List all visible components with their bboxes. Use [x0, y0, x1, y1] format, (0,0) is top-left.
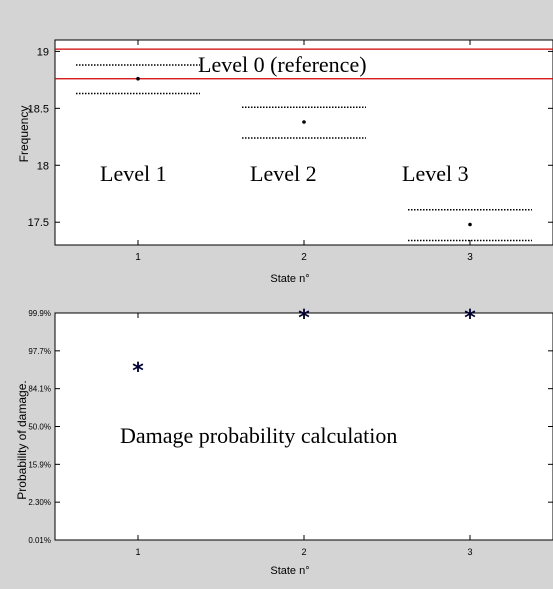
probability-y-tick-label-3: 50.0% [28, 423, 51, 432]
probability-x-tick-label-3: 3 [467, 547, 472, 557]
annotation-level-3: Level 3 [402, 161, 469, 186]
probability-chart: * * * 1 2 3 0.01% 2.30% 15.9% 50.0% 84.1% 97.7% 99.… [15, 306, 553, 577]
frequency-ticks: 1 2 3 17.5 18 18.5 19 [28, 40, 553, 263]
frequency-point-state-1 [136, 76, 140, 81]
probability-axes [54, 312, 553, 541]
probability-marks: * * * [132, 306, 476, 384]
frequency-x-tick-label-1: 1 [135, 252, 141, 263]
frequency-axes [54, 39, 553, 246]
annotation-level-1: Level 1 [100, 161, 167, 186]
frequency-x-tick-label-3: 3 [467, 252, 473, 263]
probability-x-label: State n° [270, 565, 309, 577]
probability-y-tick-label-1: 2.30% [28, 498, 51, 507]
probability-ticks: 1 2 3 0.01% 2.30% 15.9% 50.0% 84.1% 97.7% 99.9% [28, 309, 553, 557]
probability-point-state-1: * [132, 359, 144, 384]
annotation-damage-probability: Damage probability calculation [120, 423, 397, 448]
frequency-x-label: State n° [270, 273, 309, 285]
probability-x-tick-label-1: 1 [135, 547, 140, 557]
probability-y-tick-label-0: 0.01% [28, 536, 51, 545]
probability-x-tick-label-2: 2 [301, 547, 306, 557]
probability-y-label: Probability of damage. [15, 380, 29, 499]
probability-point-state-2: * [298, 306, 310, 331]
probability-y-tick-label-4: 84.1% [28, 385, 51, 394]
frequency-y-tick-label-18: 18 [37, 160, 49, 172]
probability-point-state-3: * [464, 306, 476, 331]
frequency-y-tick-label-19: 19 [37, 46, 49, 58]
frequency-y-tick-label-18.5: 18.5 [28, 103, 49, 115]
probability-y-tick-label-2: 15.9% [28, 460, 51, 469]
frequency-y-label: Frequency [17, 106, 31, 163]
annotation-level-2: Level 2 [250, 161, 317, 186]
frequency-marks [76, 64, 532, 242]
frequency-y-tick-label-17.5: 17.5 [28, 217, 49, 229]
frequency-point-state-2 [302, 120, 306, 124]
annotation-level-0: Level 0 (reference) [198, 52, 367, 77]
frequency-chart: 1 2 3 17.5 18 18.5 19 Level 0 (reference) Leve… [17, 39, 553, 285]
probability-y-tick-label-5: 97.7% [28, 347, 51, 356]
probability-y-tick-label-6: 99.9% [28, 309, 51, 318]
frequency-point-state-3 [468, 222, 472, 227]
frequency-x-tick-label-2: 2 [301, 252, 307, 263]
